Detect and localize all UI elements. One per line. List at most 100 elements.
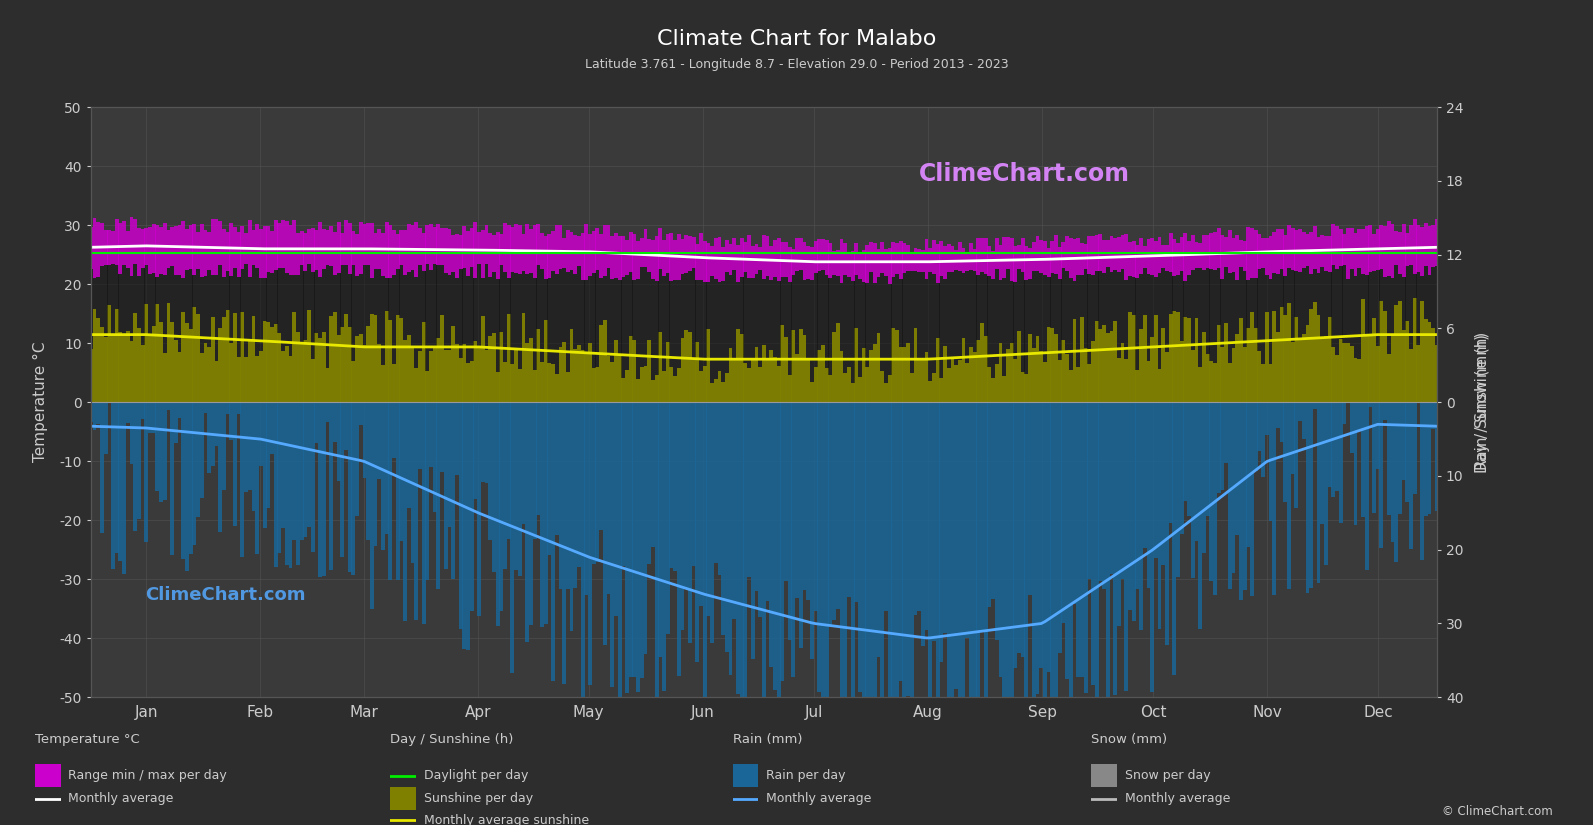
- Bar: [551, 403, 554, 681]
- Bar: [828, 243, 833, 278]
- Bar: [389, 225, 392, 278]
- Bar: [902, 403, 906, 717]
- Bar: [1016, 245, 1021, 269]
- Bar: [303, 253, 307, 340]
- Bar: [825, 403, 828, 736]
- Bar: [1284, 315, 1287, 403]
- Bar: [333, 253, 336, 313]
- Bar: [537, 253, 540, 328]
- Bar: [1050, 403, 1055, 741]
- Bar: [588, 343, 593, 403]
- Text: Rain per day: Rain per day: [766, 769, 846, 782]
- Bar: [1424, 403, 1427, 516]
- Bar: [123, 221, 126, 265]
- Bar: [467, 253, 470, 363]
- Bar: [607, 403, 610, 595]
- Bar: [792, 330, 795, 403]
- Bar: [244, 253, 249, 356]
- Bar: [414, 403, 419, 620]
- Bar: [1383, 227, 1388, 277]
- Text: Monthly average sunshine: Monthly average sunshine: [424, 813, 589, 825]
- Bar: [444, 228, 448, 273]
- Bar: [887, 403, 892, 761]
- Bar: [1246, 227, 1251, 280]
- Bar: [199, 353, 204, 403]
- Bar: [1354, 358, 1357, 403]
- Bar: [851, 253, 854, 383]
- Bar: [478, 232, 481, 264]
- Bar: [104, 230, 108, 265]
- Bar: [1287, 253, 1290, 303]
- Bar: [755, 243, 758, 274]
- Text: © ClimeChart.com: © ClimeChart.com: [1442, 805, 1553, 818]
- Bar: [129, 403, 134, 464]
- Bar: [1169, 403, 1172, 523]
- Bar: [137, 229, 140, 276]
- Bar: [1290, 342, 1295, 403]
- Bar: [602, 320, 607, 403]
- Bar: [1343, 403, 1346, 424]
- Bar: [448, 350, 451, 403]
- Bar: [417, 228, 422, 265]
- Bar: [1217, 228, 1220, 268]
- Bar: [417, 253, 422, 351]
- Bar: [1013, 247, 1018, 281]
- Bar: [820, 253, 825, 345]
- Bar: [1172, 403, 1176, 675]
- Bar: [1169, 233, 1172, 271]
- Bar: [1128, 253, 1133, 312]
- Bar: [832, 251, 836, 276]
- Bar: [510, 403, 515, 673]
- Bar: [706, 328, 710, 403]
- Bar: [1298, 253, 1301, 339]
- Bar: [581, 233, 585, 280]
- Bar: [100, 403, 104, 534]
- Bar: [666, 233, 669, 272]
- Bar: [456, 234, 459, 278]
- Bar: [828, 253, 833, 375]
- Bar: [1279, 253, 1284, 307]
- Bar: [881, 403, 884, 746]
- Y-axis label: Rain / Snow (mm): Rain / Snow (mm): [1475, 334, 1489, 470]
- Bar: [288, 253, 293, 356]
- Bar: [1410, 224, 1413, 265]
- Bar: [862, 253, 865, 348]
- Bar: [1027, 403, 1032, 596]
- Bar: [1010, 403, 1013, 728]
- Bar: [1273, 311, 1276, 403]
- Bar: [1357, 403, 1360, 431]
- Bar: [1301, 403, 1306, 440]
- Bar: [303, 403, 307, 537]
- Bar: [806, 403, 811, 600]
- Bar: [725, 239, 730, 271]
- Bar: [411, 347, 414, 403]
- Bar: [1223, 253, 1228, 323]
- Bar: [929, 381, 932, 403]
- Bar: [503, 223, 507, 272]
- Bar: [255, 224, 260, 268]
- Bar: [577, 253, 581, 345]
- Bar: [182, 220, 185, 278]
- Bar: [1365, 225, 1368, 275]
- Bar: [503, 403, 507, 569]
- Bar: [492, 253, 495, 333]
- Bar: [1035, 403, 1040, 694]
- Bar: [865, 403, 870, 754]
- Bar: [996, 403, 999, 640]
- Bar: [1150, 403, 1153, 692]
- Bar: [1268, 403, 1273, 521]
- Bar: [1416, 345, 1421, 403]
- Bar: [307, 403, 311, 526]
- Bar: [207, 232, 212, 270]
- Bar: [1072, 403, 1077, 604]
- Bar: [374, 403, 378, 546]
- Bar: [969, 346, 973, 403]
- Bar: [249, 253, 252, 341]
- Bar: [344, 403, 347, 450]
- Bar: [433, 227, 436, 264]
- Bar: [193, 253, 196, 307]
- Bar: [1228, 253, 1231, 363]
- Bar: [462, 344, 467, 403]
- Bar: [610, 236, 615, 279]
- Bar: [411, 403, 414, 563]
